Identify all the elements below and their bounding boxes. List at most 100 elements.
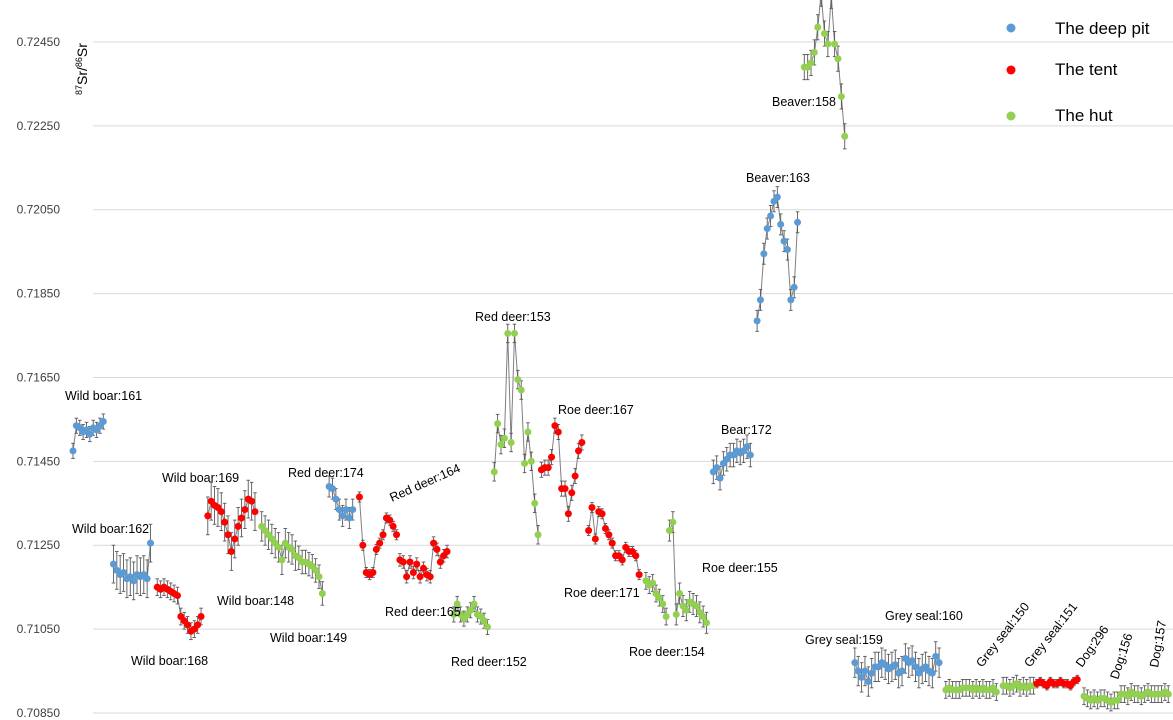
group-label-wild-boar-148: Wild boar:148 <box>217 594 294 608</box>
y-axis-title-sup2: 86 <box>74 57 84 67</box>
data-point-beaver-163 <box>756 296 764 304</box>
group-label-roe-deer-167: Roe deer:167 <box>558 403 634 417</box>
group-label-red-deer-152: Red deer:152 <box>451 655 527 669</box>
y-axis-title-base1: Sr/ <box>74 67 90 85</box>
data-point-wild-boar-169 <box>221 518 229 526</box>
data-point-roe-deer-171 <box>588 503 596 511</box>
data-point-beaver-158 <box>834 55 842 63</box>
data-point-grey-seal-160 <box>935 659 943 667</box>
data-point-red-deer-153 <box>497 441 505 449</box>
y-axis-title-sup1: 87 <box>74 85 84 95</box>
data-point-grey-seal-160 <box>912 663 919 671</box>
data-point-red-deer-164 <box>389 522 397 530</box>
data-point-red-deer-153 <box>534 531 542 539</box>
group-label-wild-boar-169: Wild boar:169 <box>162 471 239 485</box>
group-label-beaver-158: Beaver:158 <box>772 95 836 109</box>
data-point-wild-boar-162 <box>143 575 151 583</box>
data-point-dog-296 <box>1073 675 1081 683</box>
data-point-roe-deer-167 <box>568 489 576 497</box>
data-point-red-deer-152 <box>480 617 488 625</box>
data-point-grey-seal-159 <box>864 678 872 686</box>
data-point-beaver-163 <box>763 225 771 233</box>
group-label-bear-172: Bear:172 <box>721 423 772 437</box>
group-label-dog-156: Dog:156 <box>1108 632 1136 681</box>
data-point-wild-boar-148 <box>278 556 286 564</box>
data-point-wild-boar-162 <box>120 568 128 576</box>
data-point-roe-deer-167 <box>578 438 586 446</box>
group-label-grey-seal-160: Grey seal:160 <box>885 609 963 623</box>
group-label-red-deer-164: Red deer:164 <box>388 461 463 505</box>
legend-item-hut: The hut <box>1006 106 1113 125</box>
data-point-wild-boar-162 <box>130 577 138 585</box>
data-point-red-deer-174 <box>332 495 340 503</box>
legend-label-hut: The hut <box>1055 106 1113 125</box>
data-point-beaver-158 <box>824 40 832 48</box>
data-point-roe-deer-171 <box>591 535 599 543</box>
data-point-roe-deer-167 <box>551 422 559 430</box>
data-point-red-deer-164 <box>372 545 380 553</box>
data-point-grey-seal-159 <box>861 667 869 675</box>
y-tick-label: 0.71650 <box>17 370 61 384</box>
data-point-grey-seal-159 <box>898 667 906 675</box>
data-point-roe-deer-155 <box>703 619 711 627</box>
data-point-roe-deer-155 <box>665 527 673 535</box>
data-point-red-deer-165 <box>419 564 427 572</box>
data-point-roe-deer-154 <box>659 600 667 608</box>
group-label-dog-296: Dog:296 <box>1073 623 1112 670</box>
legend-marker-tent <box>1006 65 1016 75</box>
data-point-red-deer-153 <box>531 499 539 507</box>
data-point-red-deer-152 <box>450 610 458 618</box>
data-point-red-deer-152 <box>453 600 461 608</box>
data-point-red-deer-165 <box>443 548 451 556</box>
data-point-beaver-158 <box>810 48 818 56</box>
data-point-roe-deer-154 <box>649 579 657 587</box>
data-point-bear-172 <box>716 474 724 482</box>
data-point-red-deer-165 <box>430 539 438 547</box>
series-line-red-deer-164 <box>358 496 397 576</box>
data-point-red-deer-164 <box>379 531 387 539</box>
data-point-roe-deer-167 <box>564 510 572 518</box>
data-point-red-deer-174 <box>349 506 357 514</box>
data-point-red-deer-164 <box>376 539 384 547</box>
data-point-red-deer-165 <box>406 558 414 566</box>
data-point-roe-deer-167 <box>544 464 552 472</box>
group-labels: Wild boar:161 Wild boar:162 Wild boar:168 W… <box>65 95 1169 681</box>
data-point-red-deer-164 <box>369 568 377 576</box>
data-point-roe-deer-155 <box>669 518 677 526</box>
data-point-roe-deer-171 <box>601 524 609 532</box>
data-point-roe-deer-154 <box>662 613 670 621</box>
data-point-red-deer-152 <box>467 606 475 614</box>
group-label-dog-157: Dog:157 <box>1147 620 1169 669</box>
data-point-roe-deer-171 <box>608 539 616 547</box>
data-point-roe-deer-167 <box>561 485 569 493</box>
data-point-wild-boar-169 <box>231 535 239 543</box>
data-point-beaver-163 <box>777 220 785 228</box>
y-tick-label: 0.71250 <box>17 538 61 552</box>
data-point-wild-boar-149 <box>312 566 320 574</box>
group-label-red-deer-174: Red deer:174 <box>288 466 364 480</box>
legend-marker-deep-pit <box>1006 23 1016 33</box>
y-tick-label: 0.71450 <box>17 454 61 468</box>
data-point-grey-seal-150 <box>992 688 1000 696</box>
data-point-red-deer-153 <box>521 459 529 467</box>
data-point-roe-deer-155 <box>699 613 707 621</box>
legend-item-tent: The tent <box>1006 60 1118 79</box>
data-point-beaver-163 <box>780 237 788 245</box>
group-label-roe-deer-154: Roe deer:154 <box>629 645 705 659</box>
data-point-beaver-158 <box>821 30 829 38</box>
data-point-wild-boar-169 <box>227 548 235 556</box>
data-point-red-deer-153 <box>524 428 532 436</box>
y-axis-title-base2: Sr <box>74 43 90 57</box>
group-label-roe-deer-171: Roe deer:171 <box>564 586 640 600</box>
group-label-wild-boar-162: Wild boar:162 <box>72 522 149 536</box>
data-point-beaver-158 <box>837 92 845 100</box>
data-point-wild-boar-149 <box>315 573 323 581</box>
data-point-bear-172 <box>743 443 751 451</box>
data-point-red-deer-165 <box>416 573 424 581</box>
data-point-red-deer-164 <box>355 493 363 501</box>
data-point-red-deer-153 <box>507 438 515 446</box>
y-tick-label: 0.72250 <box>17 119 61 133</box>
data-point-dog-157 <box>1164 690 1172 698</box>
data-point-beaver-158 <box>841 132 849 140</box>
